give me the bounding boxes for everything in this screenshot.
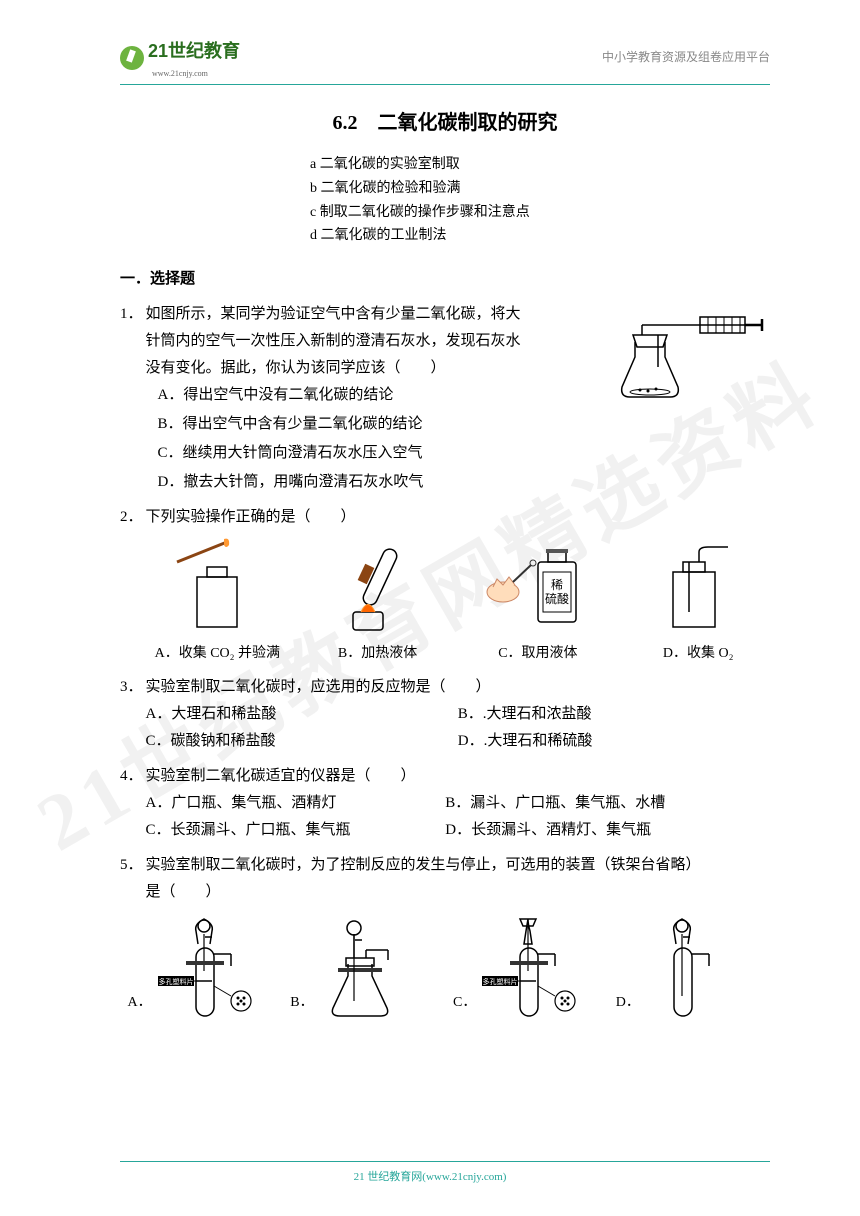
- q2-item-b: B．加热液体: [306, 537, 450, 666]
- header-divider: [120, 84, 770, 85]
- q4-option-b: B．漏斗、广口瓶、集气瓶、水槽: [445, 790, 770, 817]
- header-right-text: 中小学教育资源及组卷应用平台: [602, 47, 770, 69]
- q2-num: 2．: [120, 504, 143, 531]
- q5-label-d: D．: [616, 990, 640, 1015]
- footer-divider: [120, 1161, 770, 1162]
- q5-item-c: C． 多孔塑料片: [453, 916, 607, 1021]
- q5-label-c: C．: [453, 990, 476, 1015]
- q2-item-c: 稀 硫酸 C．取用液体: [466, 537, 610, 666]
- q2-label-a: A．收集 CO₂ 并验满: [146, 641, 290, 666]
- q5-label-a: A．: [128, 990, 152, 1015]
- q3-text: 实验室制取二氧化碳时，应选用的反应物是（ ）: [120, 679, 491, 695]
- page-title: 6.2 二氧化碳制取的研究: [120, 105, 770, 141]
- page-footer: 21 世纪教育网(www.21cnjy.com): [0, 1161, 860, 1188]
- q4-option-c: C．长颈漏斗、广口瓶、集气瓶: [146, 817, 446, 844]
- q2-item-a: A．收集 CO₂ 并验满: [146, 537, 290, 666]
- q1-text-line1: 如图所示，某同学为验证空气中含有少量二氧化碳，将大: [120, 306, 521, 322]
- page-content: 21世纪教育 www.21cnjy.com 中小学教育资源及组卷应用平台 6.2…: [0, 0, 860, 1069]
- q3-options: A．大理石和稀盐酸 B．.大理石和浓盐酸 C．碳酸钠和稀盐酸 D．.大理石和稀硫…: [120, 701, 770, 755]
- q2-label-d: D．收集 O₂: [626, 641, 770, 666]
- logo-text-en: www.21cnjy.com: [152, 67, 240, 81]
- q1-option-c: C．继续用大针筒向澄清石灰水压入空气: [158, 440, 771, 467]
- q1-num: 1．: [120, 301, 143, 328]
- svg-text:多孔塑料片: 多孔塑料片: [483, 977, 518, 986]
- q2-images: A．收集 CO₂ 并验满 B．加热液体: [120, 537, 770, 666]
- question-2: 2．下列实验操作正确的是（ ） A．收集 CO₂ 并验满: [120, 504, 770, 666]
- subtopics-list: a 二氧化碳的实验室制取 b 二氧化碳的检验和验满 c 制取二氧化碳的操作步骤和…: [310, 153, 770, 248]
- q2-text: 下列实验操作正确的是（ ）: [120, 509, 356, 525]
- question-3: 3．实验室制取二氧化碳时，应选用的反应物是（ ） A．大理石和稀盐酸 B．.大理…: [120, 674, 770, 755]
- q4-options: A．广口瓶、集气瓶、酒精灯 B．漏斗、广口瓶、集气瓶、水槽 C．长颈漏斗、广口瓶…: [120, 790, 770, 844]
- q3-option-d: D．.大理石和稀硫酸: [458, 728, 770, 755]
- footer-text: 21 世纪教育网(www.21cnjy.com): [0, 1168, 860, 1188]
- subtopic-c: c 制取二氧化碳的操作步骤和注意点: [310, 201, 770, 225]
- q4-option-a: A．广口瓶、集气瓶、酒精灯: [146, 790, 446, 817]
- q5-text: 实验室制取二氧化碳时，为了控制反应的发生与停止，可选用的装置（铁架台省略）: [120, 857, 701, 873]
- q2-label-c: C．取用液体: [466, 641, 610, 666]
- q4-option-d: D．长颈漏斗、酒精灯、集气瓶: [445, 817, 770, 844]
- logo-text-cn: 21世纪教育: [148, 35, 240, 67]
- q3-option-c: C．碳酸钠和稀盐酸: [146, 728, 458, 755]
- q5-item-d: D．: [616, 916, 770, 1021]
- subtopic-d: d 二氧化碳的工业制法: [310, 224, 770, 248]
- question-4: 4．实验室制二氧化碳适宜的仪器是（ ） A．广口瓶、集气瓶、酒精灯 B．漏斗、广…: [120, 763, 770, 844]
- q3-num: 3．: [120, 674, 143, 701]
- q1-option-d: D．撤去大针筒，用嘴向澄清石灰水吹气: [158, 469, 771, 496]
- q3-option-a: A．大理石和稀盐酸: [146, 701, 458, 728]
- subtopic-a: a 二氧化碳的实验室制取: [310, 153, 770, 177]
- question-1: 1．如图所示，某同学为验证空气中含有少量二氧化碳，将大 针筒内的空气一次性压入新…: [120, 301, 770, 496]
- logo: 21世纪教育 www.21cnjy.com: [120, 35, 240, 82]
- q5-item-b: B．: [290, 916, 444, 1021]
- svg-text:稀: 稀: [551, 578, 563, 592]
- svg-text:硫酸: 硫酸: [545, 591, 569, 606]
- q3-option-b: B．.大理石和浓盐酸: [458, 701, 770, 728]
- q5-text-line2: 是（ ）: [120, 879, 770, 906]
- question-5: 5．实验室制取二氧化碳时，为了控制反应的发生与停止，可选用的装置（铁架台省略） …: [120, 852, 770, 1021]
- q4-text: 实验室制二氧化碳适宜的仪器是（ ）: [120, 768, 416, 784]
- q1-figure: [600, 297, 770, 417]
- logo-icon: [120, 46, 144, 70]
- q5-images: A． 多孔塑料片: [120, 916, 770, 1021]
- subtopic-b: b 二氧化碳的检验和验满: [310, 177, 770, 201]
- q2-item-d: D．收集 O₂: [626, 537, 770, 666]
- section-heading: 一．选择题: [120, 266, 770, 293]
- q2-label-b: B．加热液体: [306, 641, 450, 666]
- q4-num: 4．: [120, 763, 143, 790]
- q5-num: 5．: [120, 852, 143, 879]
- q5-item-a: A． 多孔塑料片: [128, 916, 282, 1021]
- page-header: 21世纪教育 www.21cnjy.com 中小学教育资源及组卷应用平台: [120, 40, 770, 76]
- svg-text:多孔塑料片: 多孔塑料片: [158, 977, 193, 986]
- q5-label-b: B．: [290, 990, 313, 1015]
